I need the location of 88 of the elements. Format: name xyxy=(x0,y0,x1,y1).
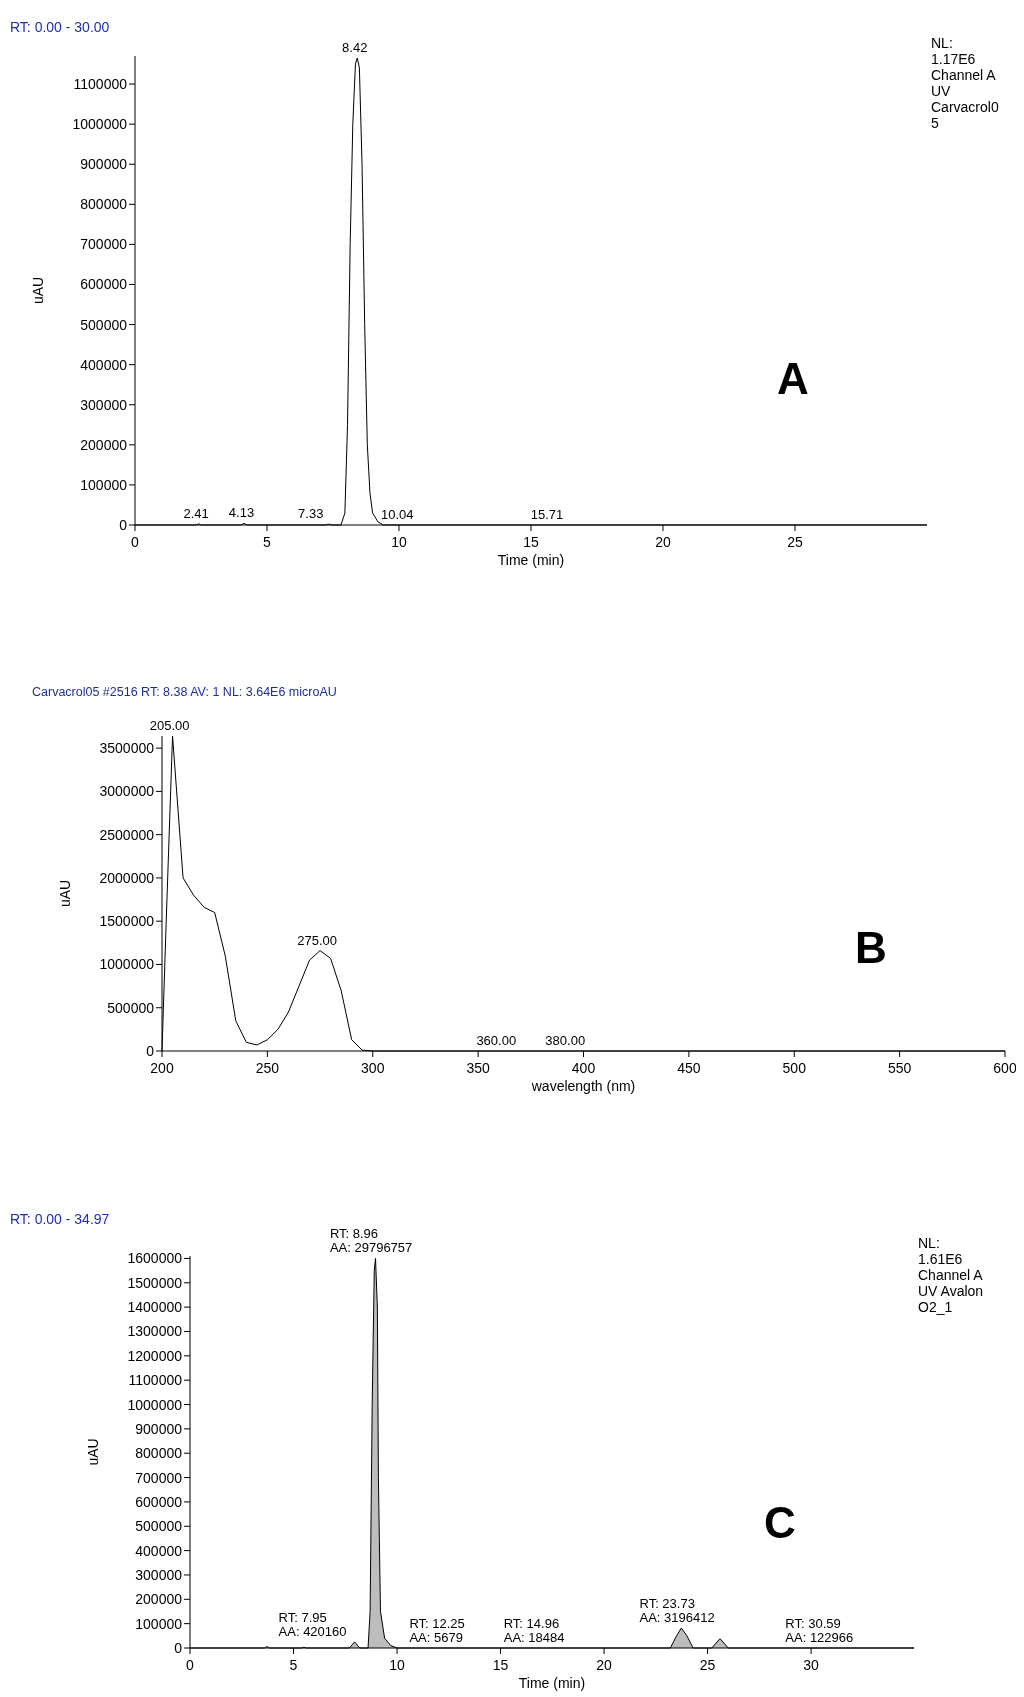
y-tick-label: 200000 xyxy=(135,1591,183,1608)
y-tick-label: 1200000 xyxy=(127,1347,183,1364)
annotation: A xyxy=(777,353,809,403)
y-tick-label: 900000 xyxy=(135,1420,183,1437)
y-tick-label: 1600000 xyxy=(127,1250,183,1267)
y-tick-label: 500000 xyxy=(107,999,155,1016)
text: RT: 0.00 - 34.97 xyxy=(10,1211,110,1227)
x-tick-label: 5 xyxy=(263,534,272,550)
annotation: RT: 14.96 AA: 18484 xyxy=(503,1616,565,1645)
x-tick-label: 30 xyxy=(803,1657,820,1673)
x-tick-label: 500 xyxy=(782,1060,807,1076)
x-tick-label: 5 xyxy=(289,1657,298,1673)
annotation: 380.00 xyxy=(545,1033,586,1048)
y-tick-label: 2500000 xyxy=(99,826,155,843)
y-tick-label: 600000 xyxy=(135,1493,183,1510)
y-tick-label: 2000000 xyxy=(99,869,155,886)
x-tick-label: 10 xyxy=(391,534,407,550)
y-tick-label: 300000 xyxy=(80,396,128,413)
y-tick-label: 800000 xyxy=(135,1445,183,1462)
y-tick-label: 3500000 xyxy=(99,740,155,757)
annotation: RT: 30.59 AA: 122966 xyxy=(785,1616,854,1645)
y-axis-title: uAU xyxy=(57,879,73,908)
x-tick-label: 400 xyxy=(571,1060,596,1076)
y-axis-title: uAU xyxy=(85,1438,101,1466)
x-tick-label: 350 xyxy=(466,1060,491,1076)
annotation: 360.00 xyxy=(476,1033,517,1048)
annotation: 7.33 xyxy=(298,506,324,522)
y-tick-label: 1500000 xyxy=(99,913,155,930)
y-tick-label: 1100000 xyxy=(128,1372,183,1389)
x-tick-label: 10 xyxy=(389,1657,406,1673)
y-tick-label: 0 xyxy=(119,517,128,533)
text: RT: 0.00 - 30.00 xyxy=(10,19,110,35)
annotation: 15.71 xyxy=(530,507,564,522)
x-tick-label: 20 xyxy=(596,1657,613,1673)
y-tick-label: 1000000 xyxy=(127,1396,183,1413)
text: NL: 1.61E6 Channel A UV Avalon O2_1 xyxy=(918,1235,984,1315)
y-tick-label: 1000000 xyxy=(99,956,155,973)
annotation: 2.41 xyxy=(183,505,209,521)
y-tick-label: 300000 xyxy=(135,1566,183,1583)
x-tick-label: 20 xyxy=(655,534,671,550)
x-axis-title: Time (min) xyxy=(497,552,565,568)
annotation: C xyxy=(764,1498,796,1548)
x-tick-label: 25 xyxy=(787,534,803,550)
annotation: 4.13 xyxy=(228,505,255,521)
annotation: 8.42 xyxy=(342,40,368,55)
chart-title: Carvacrol05 #2516 RT: 8.38 AV: 1 NL: 3.64E6 microAU xyxy=(32,685,337,699)
y-tick-label: 1400000 xyxy=(127,1299,183,1316)
y-tick-label: 400000 xyxy=(135,1542,183,1559)
y-tick-label: 200000 xyxy=(80,436,128,453)
annotation: RT: 23.73 AA: 3196412 xyxy=(639,1596,715,1626)
x-tick-label: 550 xyxy=(887,1060,912,1076)
x-tick-label: 250 xyxy=(255,1060,280,1076)
x-tick-label: 300 xyxy=(361,1060,385,1076)
y-tick-label: 1300000 xyxy=(127,1323,183,1340)
y-tick-label: 1100000 xyxy=(73,76,128,93)
x-tick-label: 15 xyxy=(523,534,539,550)
y-tick-label: 700000 xyxy=(80,236,128,253)
x-tick-label: 600 xyxy=(993,1060,1017,1076)
text: NL: 1.17E6 Channel A UV Carvacrol0 5 xyxy=(931,35,999,131)
y-tick-label: 600000 xyxy=(80,276,128,293)
y-tick-label: 500000 xyxy=(135,1518,183,1535)
x-tick-label: 450 xyxy=(677,1060,701,1076)
annotation: RT: 12.25 AA: 5679 xyxy=(409,1616,465,1645)
y-tick-label: 0 xyxy=(146,1043,155,1059)
y-tick-label: 900000 xyxy=(80,156,128,173)
y-tick-label: 0 xyxy=(174,1640,183,1656)
y-tick-label: 100000 xyxy=(135,1615,183,1632)
y-tick-label: 400000 xyxy=(80,356,128,373)
y-tick-label: 1000000 xyxy=(72,116,128,133)
x-tick-label: 200 xyxy=(150,1060,174,1076)
x-tick-label: 0 xyxy=(186,1657,195,1673)
y-tick-label: 700000 xyxy=(135,1469,183,1486)
annotation: RT: 7.95 AA: 420160 xyxy=(278,1609,347,1639)
y-tick-label: 1500000 xyxy=(127,1274,183,1291)
x-tick-label: 25 xyxy=(699,1657,716,1673)
annotation: 275.00 xyxy=(297,932,338,948)
y-axis-title: uAU xyxy=(30,276,46,305)
x-tick-label: 15 xyxy=(492,1657,509,1673)
y-tick-label: 800000 xyxy=(80,196,128,213)
annotation: B xyxy=(855,922,887,972)
annotation: 205.00 xyxy=(149,718,190,733)
annotation: 10.04 xyxy=(381,507,414,522)
y-tick-label: 100000 xyxy=(80,476,128,493)
annotation: RT: 8.96 AA: 29796757 xyxy=(329,1226,413,1256)
y-tick-label: 3000000 xyxy=(99,783,155,800)
x-axis-title: wavelength (nm) xyxy=(530,1078,636,1094)
y-tick-label: 500000 xyxy=(80,316,128,333)
x-axis-title: Time (min) xyxy=(518,1675,586,1691)
